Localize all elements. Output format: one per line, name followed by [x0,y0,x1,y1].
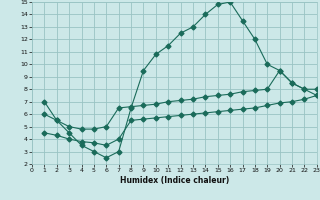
X-axis label: Humidex (Indice chaleur): Humidex (Indice chaleur) [120,176,229,185]
